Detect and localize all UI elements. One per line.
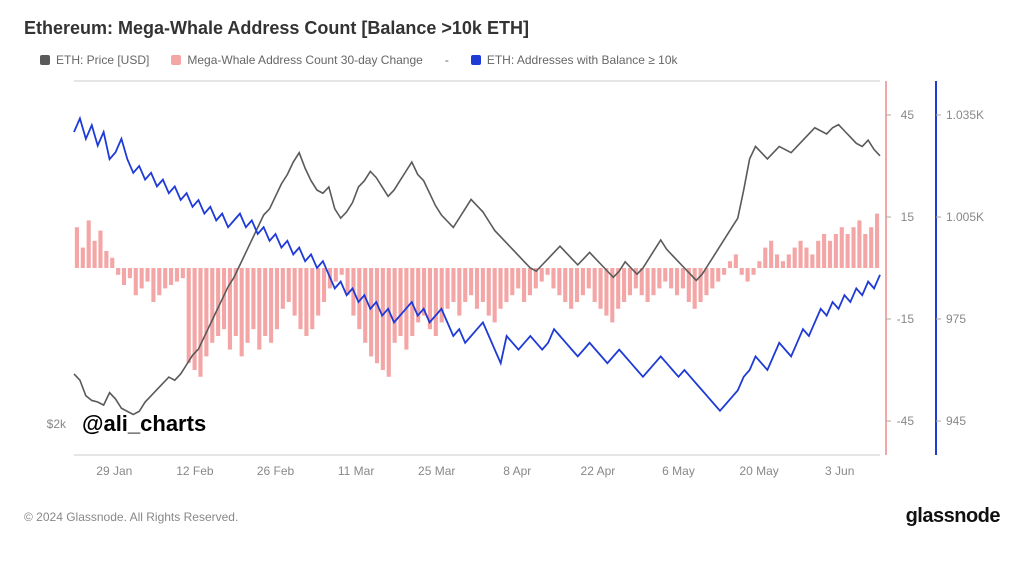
svg-text:22 Apr: 22 Apr [581,464,616,478]
svg-text:12 Feb: 12 Feb [176,464,214,478]
legend-price-label: ETH: Price [USD] [56,53,149,67]
svg-text:29 Jan: 29 Jan [96,464,132,478]
svg-text:45: 45 [901,108,915,122]
svg-text:-15: -15 [897,312,915,326]
legend-dash: - [445,53,449,67]
svg-text:$2k: $2k [47,417,67,431]
chart-title: Ethereum: Mega-Whale Address Count [Bala… [24,18,1000,39]
svg-text:1.035K: 1.035K [946,108,984,122]
legend-addr-swatch [471,55,481,65]
svg-text:6 May: 6 May [662,464,695,478]
svg-text:8 Apr: 8 Apr [503,464,531,478]
svg-text:1.005K: 1.005K [946,210,984,224]
svg-text:945: 945 [946,414,966,428]
legend-price-swatch [40,55,50,65]
svg-text:15: 15 [901,210,915,224]
watermark: @ali_charts [82,411,206,437]
footer-copyright: © 2024 Glassnode. All Rights Reserved. [24,510,238,524]
svg-text:3 Jun: 3 Jun [825,464,854,478]
legend-change-swatch [171,55,181,65]
svg-text:975: 975 [946,312,966,326]
svg-text:-45: -45 [897,414,915,428]
legend-addr-label: ETH: Addresses with Balance ≥ 10k [487,53,678,67]
svg-text:20 May: 20 May [739,464,778,478]
chart-area: 29 Jan 12 Feb 26 Feb 11 Mar 25 Mar 8 Apr 22 Ap… [24,75,1000,495]
legend-change: Mega-Whale Address Count 30-day Change [171,53,422,67]
legend-addr: ETH: Addresses with Balance ≥ 10k [471,53,678,67]
svg-text:11 Mar: 11 Mar [338,464,374,478]
legend-dash-label: - [445,53,449,67]
svg-text:26 Feb: 26 Feb [257,464,295,478]
svg-text:25 Mar: 25 Mar [418,464,455,478]
legend-price: ETH: Price [USD] [40,53,149,67]
legend: ETH: Price [USD] Mega-Whale Address Coun… [24,53,1000,67]
legend-change-label: Mega-Whale Address Count 30-day Change [187,53,422,67]
brand-logo: glassnode [906,505,1000,528]
